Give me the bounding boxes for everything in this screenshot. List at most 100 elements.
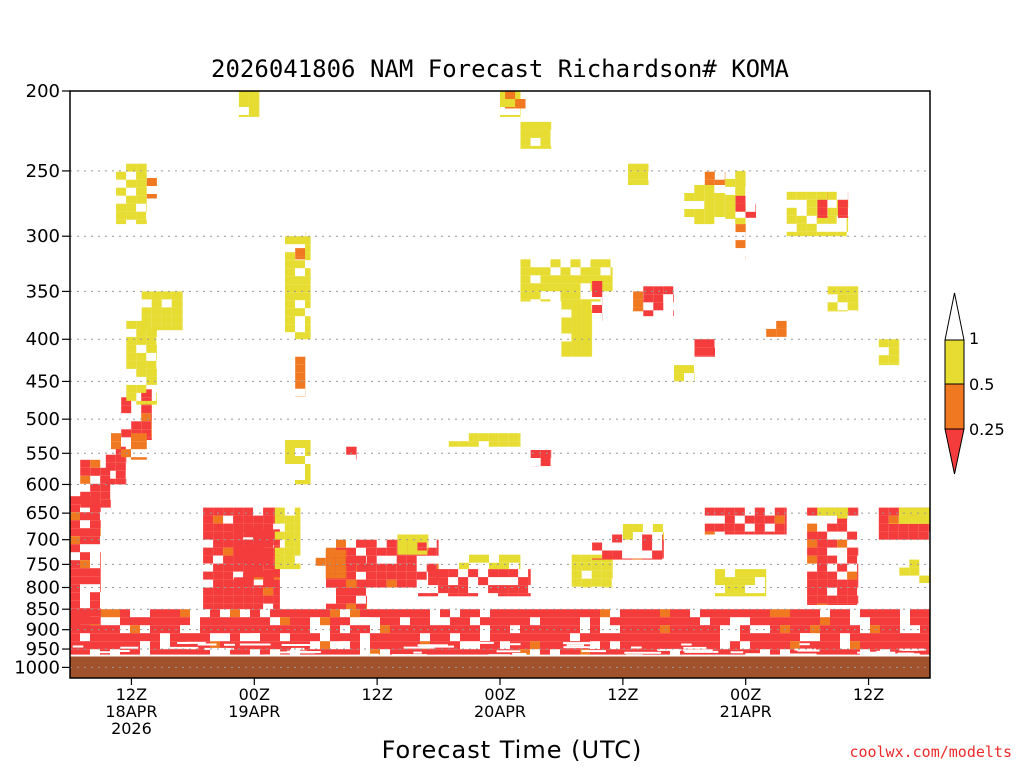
y-tick-label: 600 [26, 474, 60, 495]
ri-cell [715, 569, 725, 578]
ri-cell [796, 231, 807, 237]
ri-cell [397, 550, 408, 555]
ri-cell [650, 617, 660, 626]
ri-cell [125, 454, 127, 463]
ri-cell [417, 550, 428, 555]
ri-cell [694, 185, 705, 193]
ri-cell [223, 531, 234, 540]
ri-cell [438, 569, 449, 578]
ri-cell [850, 641, 860, 650]
ri-cell [817, 207, 828, 216]
ri-cell [336, 579, 346, 588]
ri-cell [520, 291, 531, 300]
ri-cell [180, 609, 190, 618]
ri-cell [540, 283, 551, 292]
ri-cell [305, 480, 311, 485]
ri-cell [581, 562, 592, 571]
ri-cell [755, 211, 756, 218]
ri-cell [427, 534, 429, 543]
ri-cell [660, 641, 670, 650]
source-credit: coolwx.com/modelts [849, 743, 1012, 761]
ri-cell [898, 339, 900, 348]
ri-gap [566, 644, 584, 647]
ri-cell [704, 217, 715, 225]
ri-cell [460, 649, 470, 655]
ri-gap [197, 643, 217, 646]
y-axis: 200 250 300 350 400 450 500 550 600 650 700 7508008… [14, 81, 70, 678]
ri-cell [786, 207, 797, 216]
ri-cell [638, 163, 648, 172]
ri-cell [560, 609, 570, 618]
ri-cell [890, 625, 900, 634]
ri-cell [233, 553, 244, 562]
ri-cell [780, 641, 790, 650]
ri-cell [130, 649, 140, 655]
ri-cell [560, 275, 571, 284]
ri-cell [340, 617, 350, 626]
ri-cell [888, 531, 899, 540]
ri-cell [80, 528, 90, 537]
ri-cell [694, 339, 705, 348]
ri-cell [735, 170, 746, 179]
ri-cell [888, 339, 899, 348]
ri-cell [70, 641, 80, 650]
ri-cell [274, 515, 285, 524]
ri-cell [745, 170, 746, 179]
ri-cell [735, 224, 746, 233]
ri-cell [837, 587, 848, 596]
ri-cell [890, 617, 900, 626]
ri-cell [525, 107, 526, 109]
ri-cell [396, 555, 407, 564]
ri-cell [120, 609, 130, 618]
ri-cell [310, 633, 320, 642]
ri-cell [284, 563, 295, 570]
ri-cell [100, 483, 111, 492]
ri-cell [790, 609, 800, 618]
ri-cell [920, 649, 930, 655]
ri-cell [704, 355, 715, 357]
ri-cell [203, 571, 214, 580]
ri-cell [305, 236, 311, 245]
ri-cell [786, 215, 797, 224]
ri-cell [285, 276, 295, 285]
ri-cell [151, 315, 162, 324]
ri-cell [70, 536, 80, 545]
ri-cell [488, 585, 499, 594]
ri-cell [725, 577, 735, 586]
ri-cell [146, 195, 147, 204]
ri-cell [898, 363, 900, 366]
ri-cell [406, 563, 417, 572]
ri-cell [406, 579, 417, 588]
ri-cell [440, 625, 450, 634]
ri-cell [786, 191, 797, 200]
ri-cell [827, 523, 838, 532]
ri-cell [725, 593, 735, 597]
ri-cell [295, 260, 305, 269]
ri-cell [200, 649, 210, 655]
ri-cell [510, 617, 520, 626]
ri-cell [880, 617, 890, 626]
ri-cell [110, 641, 120, 650]
ri-cell [735, 577, 745, 586]
ri-cell [366, 539, 377, 548]
ri-cell [680, 609, 690, 618]
legend-label: 1 [969, 329, 979, 348]
ri-cell [141, 421, 152, 430]
ri-cell [600, 633, 610, 642]
ri-cell [253, 523, 264, 532]
surface-terrain [70, 656, 930, 678]
ri-cell [407, 550, 418, 555]
ri-cell [263, 587, 274, 596]
ri-cell [460, 617, 470, 626]
chart-title: 2026041806 NAM Forecast Richardson# KOMA [211, 55, 790, 83]
ri-cell [770, 641, 780, 650]
ri-cell [847, 302, 858, 311]
ri-cell [366, 579, 377, 588]
ri-cell [590, 617, 600, 626]
ri-cell [136, 352, 147, 361]
ri-cell [213, 523, 224, 532]
ri-cell [181, 323, 183, 331]
ri-cell [136, 320, 147, 329]
ri-cell [820, 641, 830, 650]
ri-cell [90, 528, 100, 537]
